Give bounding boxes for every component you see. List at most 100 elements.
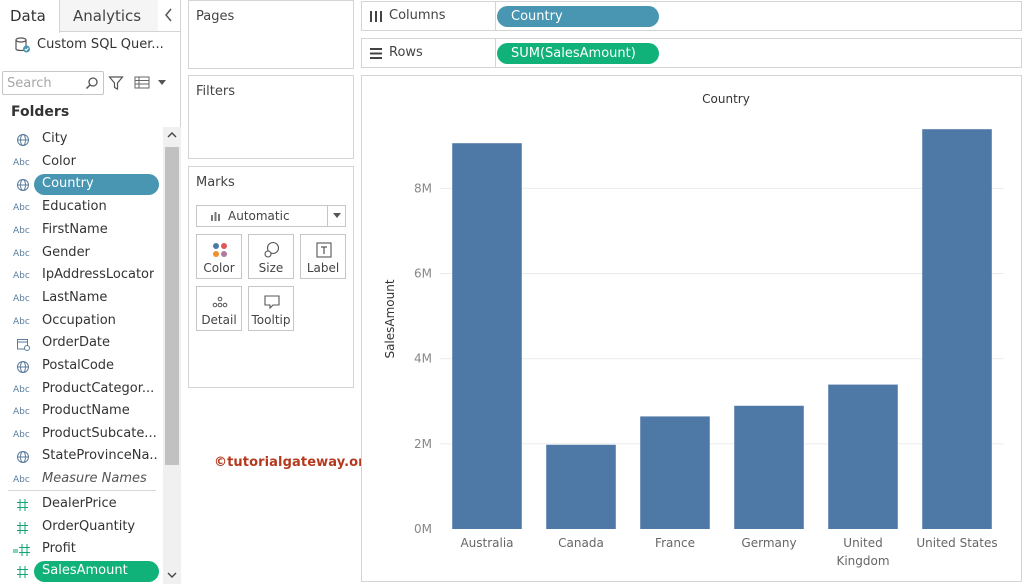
mark-type-dropdown[interactable]: Automatic [196,205,346,227]
field-education[interactable]: Abc Education [0,197,163,219]
field-name: City [42,131,68,146]
field-dealerprice[interactable]: DealerPrice [0,494,163,516]
field-orderquantity[interactable]: OrderQuantity [0,517,163,539]
marks-button-label: Detail [201,313,237,327]
datasource-item[interactable]: Custom SQL Quer... [14,36,179,56]
marks-label-button[interactable]: Label [300,234,346,279]
field-name: OrderQuantity [42,519,136,534]
field-postalcode[interactable]: PostalCode [0,356,163,378]
globe-icon [17,361,29,373]
y-tick-label: 2M [414,437,432,451]
filters-card[interactable]: Filters [188,75,354,159]
rows-pill-sum-salesamount[interactable]: SUM(SalesAmount) [497,43,659,64]
scroll-up-icon[interactable] [167,131,177,139]
field-city[interactable]: City [0,129,163,151]
mark-type-caret[interactable] [327,206,346,226]
bar-united-states[interactable] [922,129,992,529]
y-tick-label: 6M [414,267,432,281]
marks-tooltip-button[interactable]: Tooltip [248,286,294,331]
field-measure-names[interactable]: Abc Measure Names [0,469,163,491]
marks-color-button[interactable]: Color [196,234,242,279]
chart-title: Country [702,92,750,106]
hash-icon [17,566,28,578]
field-firstname[interactable]: Abc FirstName [0,220,163,242]
field-name: PostalCode [42,358,115,373]
filter-icon[interactable] [108,75,124,91]
x-tick-label: Australia [460,536,513,550]
folders-heading: Folders [11,104,70,120]
tab-data[interactable]: Data [0,0,60,33]
x-tick-label: France [655,536,695,550]
columns-pill-country[interactable]: Country [497,6,659,27]
globe-icon [17,179,29,191]
marks-button-label: Tooltip [251,313,291,327]
field-orderdate[interactable]: OrderDate [0,333,163,355]
chevron-down-icon [333,213,341,218]
field-profit[interactable]: Profit [0,539,163,561]
search-input[interactable] [7,74,83,92]
field-name: FirstName [42,222,108,237]
marks-detail-button[interactable]: Detail [196,286,242,331]
pages-card[interactable]: Pages [188,0,354,69]
field-name: Country [42,176,94,191]
marks-button-label: Label [306,261,340,275]
scroll-down-icon[interactable] [167,571,177,579]
field-country[interactable]: Country [0,174,163,196]
field-occupation[interactable]: Abc Occupation [0,311,163,333]
y-axis-label: SalesAmount [383,279,397,358]
field-name: IpAddressLocator [42,267,155,282]
x-tick-label: Canada [558,536,604,550]
field-list-scrollbar[interactable] [163,127,181,584]
chevron-down-icon[interactable] [157,79,167,87]
marks-card-title: Marks [196,175,235,190]
field-color[interactable]: Abc Color [0,152,163,174]
field-name: SalesAmount [42,563,128,578]
bar-chart: Country SalesAmount 0M 2M 4M 6M 8M Australia… [383,92,1004,568]
size-icon [264,241,280,258]
data-pane: Data Analytics Custom SQL Quer... [0,0,181,584]
columns-icon [370,11,382,22]
field-productsubcategory[interactable]: Abc ProductSubcate... [0,424,163,446]
calendar-icon [17,339,30,351]
calc-hash-icon [13,544,30,556]
tab-analytics[interactable]: Analytics [60,0,158,32]
field-list: City Abc Color Country Abc Education Abc… [0,127,163,584]
bar-australia[interactable] [452,143,522,529]
field-name: StateProvinceNa... [42,448,158,463]
field-salesamount[interactable]: SalesAmount [0,561,163,583]
marks-size-button[interactable]: Size [248,234,294,279]
rows-shelf[interactable]: Rows SUM(SalesAmount) [361,38,1022,68]
field-name: LastName [42,290,108,305]
rows-shelf-label: Rows [389,45,423,60]
globe-icon [17,134,29,146]
detail-dots-icon [212,296,228,308]
y-tick-label: 0M [414,522,432,536]
scroll-thumb[interactable] [165,147,179,465]
pages-card-title: Pages [196,9,235,24]
field-lastname[interactable]: Abc LastName [0,288,163,310]
bar-france[interactable] [640,416,710,529]
collapse-pane-icon[interactable] [162,5,176,25]
abc-icon: Abc [13,271,30,281]
field-productname[interactable]: Abc ProductName [0,401,163,423]
bar-canada[interactable] [546,444,616,529]
field-gender[interactable]: Abc Gender [0,243,163,265]
bar-united-kingdom[interactable] [828,384,898,529]
field-ipaddresslocator[interactable]: Abc IpAddressLocator [0,265,163,287]
field-productcategory[interactable]: Abc ProductCategor... [0,379,163,401]
text-label-icon [316,242,332,258]
field-name: ProductCategor... [42,381,155,396]
list-view-icon[interactable] [134,76,150,90]
abc-icon: Abc [13,430,30,440]
columns-shelf[interactable]: Columns Country [361,1,1022,31]
marks-card: Marks Automatic Color Size Label Detail [188,166,354,388]
field-search-row [0,71,181,95]
abc-icon: Abc [13,158,30,168]
search-icon[interactable] [85,76,99,90]
x-tick-label: Germany [741,536,796,550]
field-name: OrderDate [42,335,111,350]
field-name: DealerPrice [42,496,117,511]
abc-icon: Abc [13,407,30,417]
bar-germany[interactable] [734,405,804,529]
field-stateprovincename[interactable]: StateProvinceNa... [0,446,163,468]
